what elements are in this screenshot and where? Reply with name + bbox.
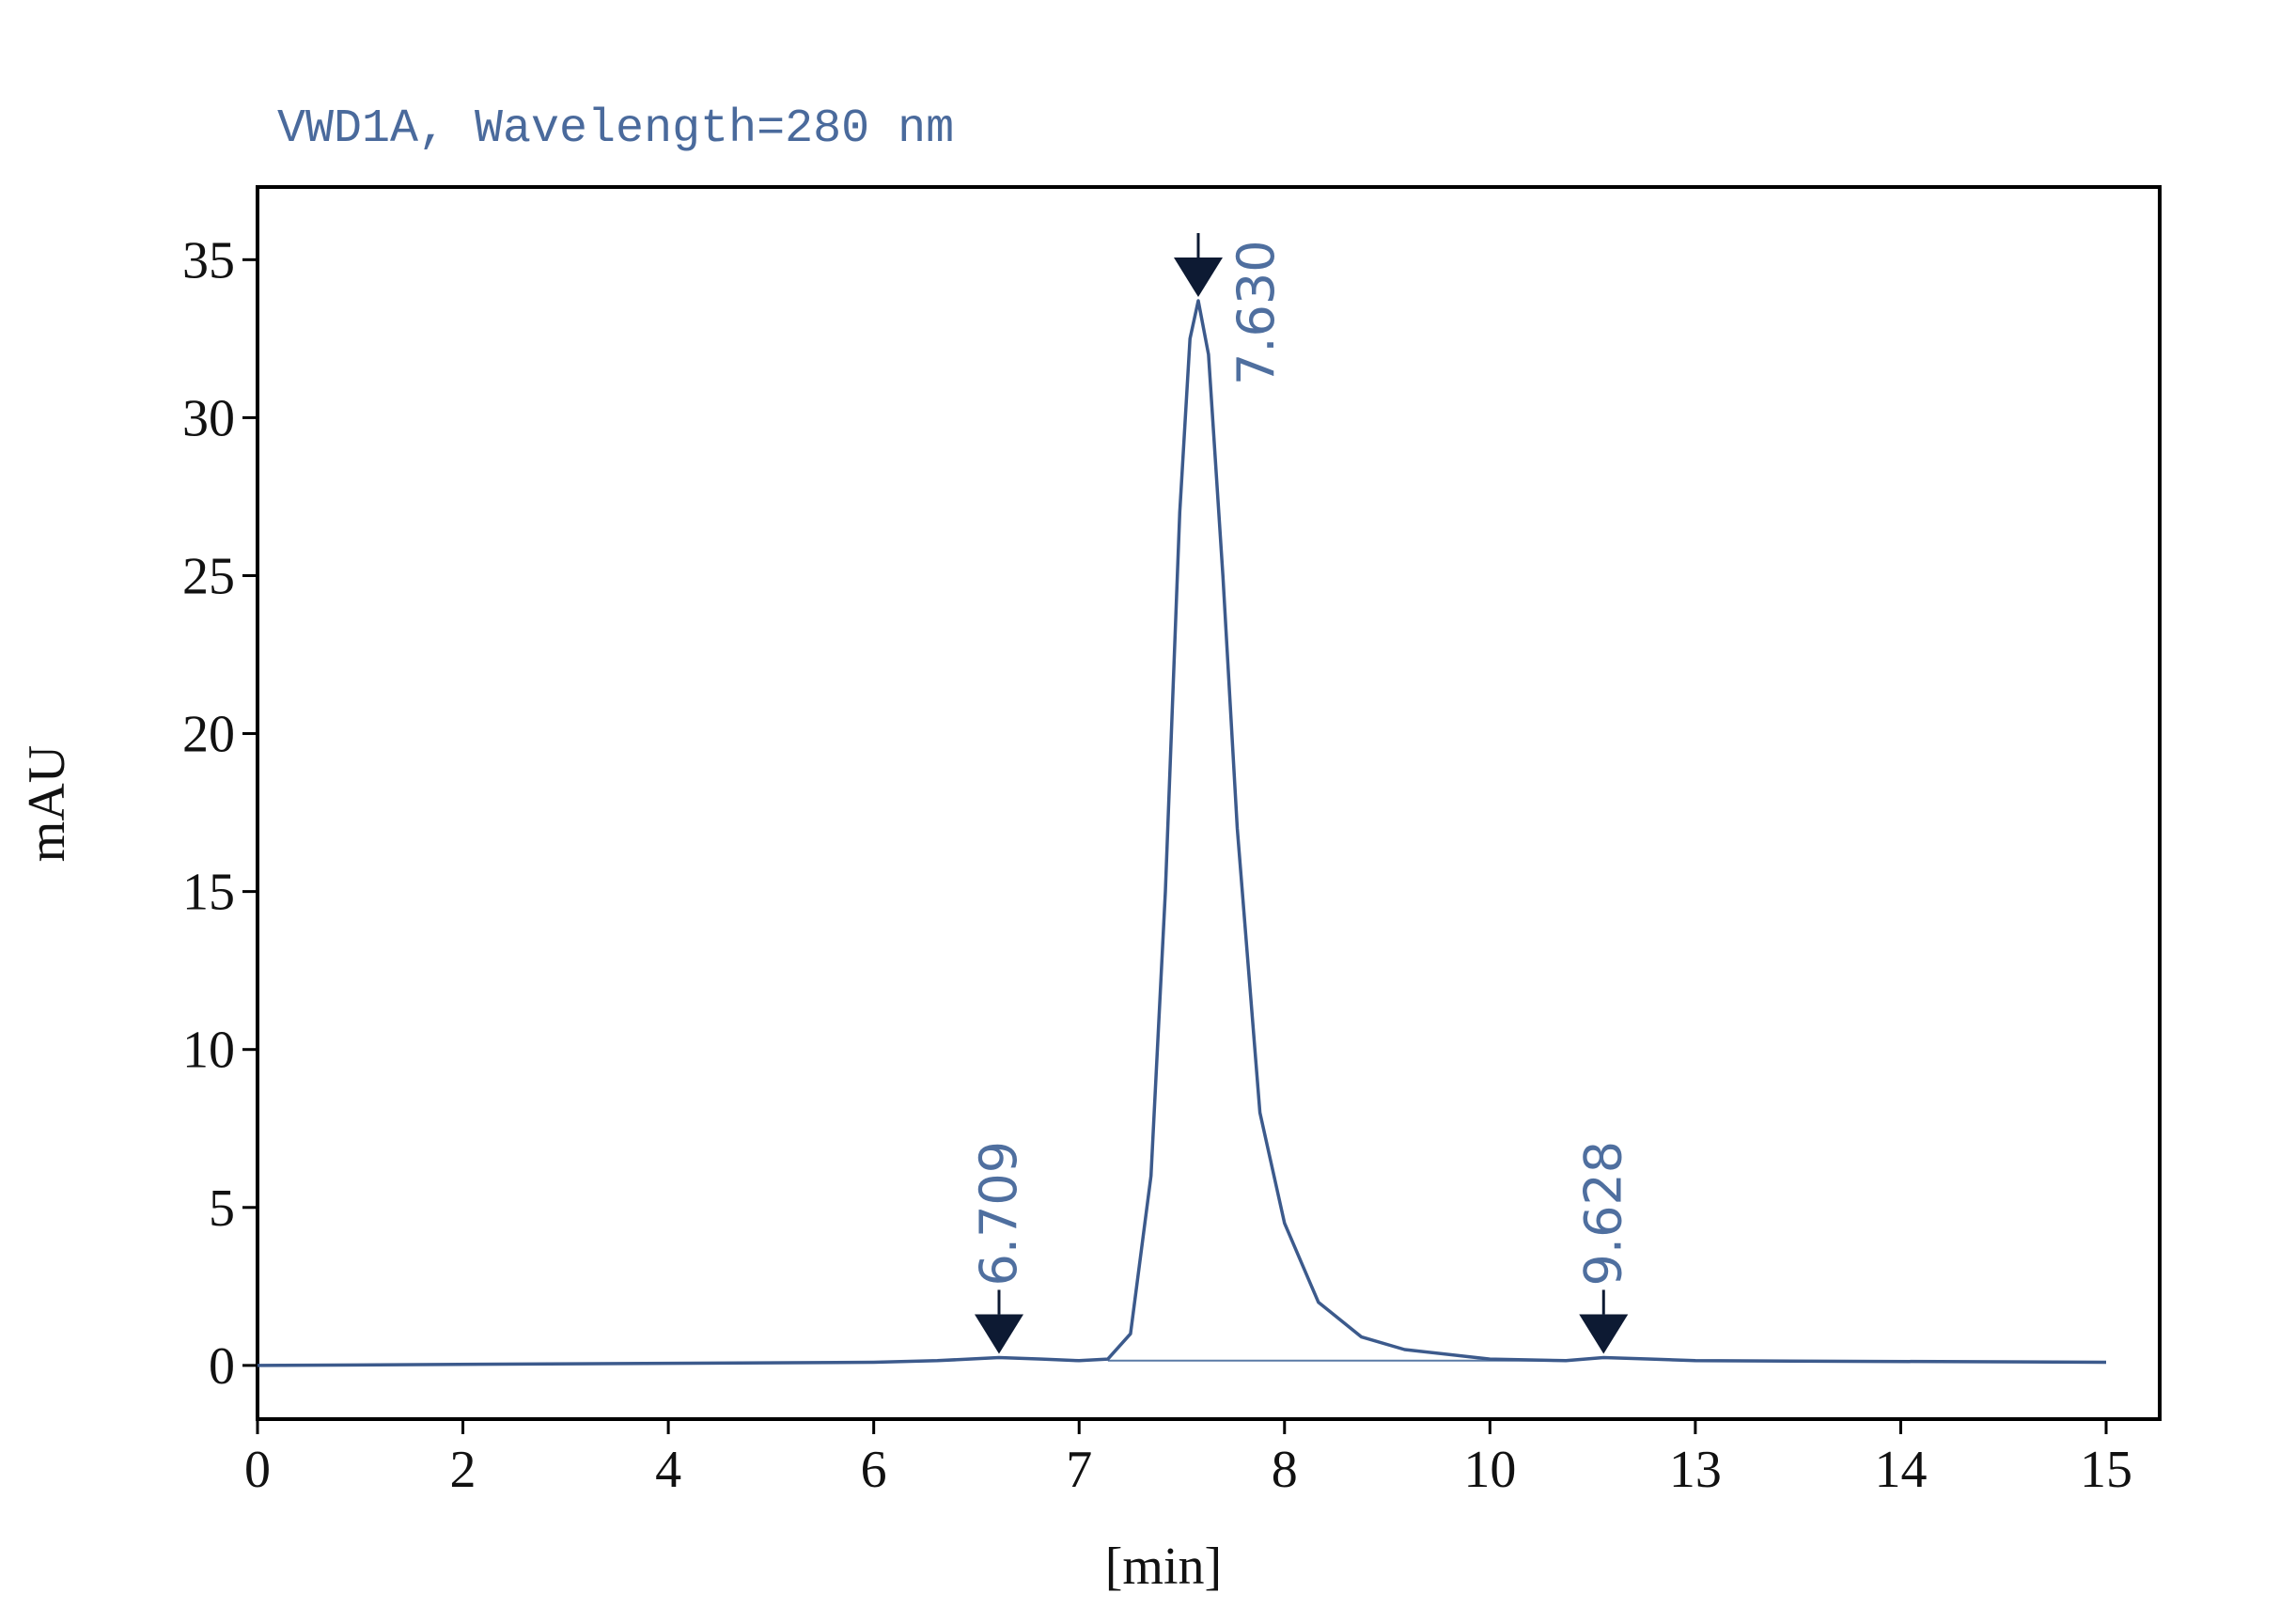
y-tick-label: 0 (209, 1337, 235, 1396)
y-tick-label: 35 (182, 231, 235, 289)
peak-label: 6.709 (969, 1141, 1028, 1287)
x-axis-label: [min] (1105, 1538, 1222, 1596)
peak-label: 7.630 (1226, 240, 1286, 385)
x-tick-label: 13 (1669, 1441, 1722, 1499)
x-tick-label: 7 (1066, 1441, 1092, 1499)
x-tick-label: 15 (2080, 1441, 2132, 1499)
plot-frame (256, 185, 2162, 1421)
peak-marker (974, 1314, 1023, 1354)
chart-title: VWD1A, Wavelength=280 nm (277, 102, 954, 156)
x-tick-label: 6 (861, 1441, 887, 1499)
peak-marker (1173, 258, 1223, 298)
y-tick-label: 25 (182, 547, 235, 605)
y-tick-label: 15 (182, 864, 235, 922)
peak-label: 9.628 (1573, 1141, 1632, 1287)
peak-marker (1579, 1314, 1629, 1354)
x-tick-label: 10 (1463, 1441, 1516, 1499)
y-tick-label: 30 (182, 389, 235, 447)
x-tick-label: 4 (655, 1441, 681, 1499)
x-tick-label: 8 (1272, 1441, 1298, 1499)
y-axis-label: mAU (18, 745, 76, 862)
y-tick-label: 10 (182, 1022, 235, 1080)
y-tick-label: 20 (182, 706, 235, 764)
x-tick-label: 0 (244, 1441, 271, 1499)
x-tick-label: 14 (1874, 1441, 1927, 1499)
y-tick-label: 5 (209, 1179, 235, 1238)
x-tick-label: 2 (450, 1441, 476, 1499)
trace (257, 299, 2107, 1367)
